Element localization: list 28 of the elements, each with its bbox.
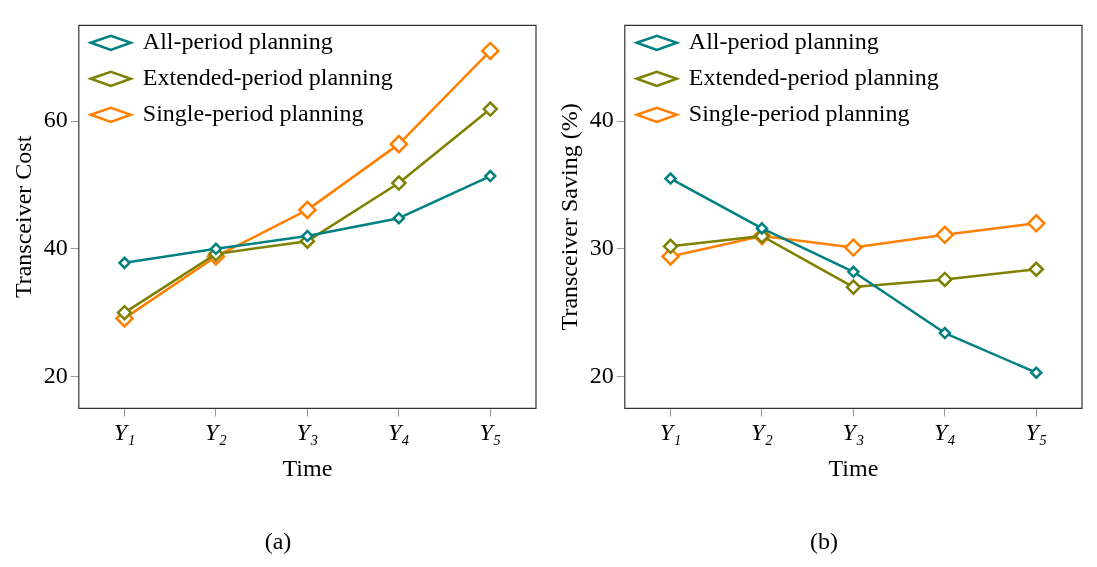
- x-tick-label: Y₅: [1025, 419, 1048, 446]
- x-tick-label: Y₄: [387, 419, 410, 446]
- x-tick-label: Y₂: [751, 419, 773, 446]
- text: (b): [809, 528, 839, 555]
- x-tick-label: Y₄: [933, 419, 956, 446]
- y-tick-label: 30: [589, 234, 614, 261]
- x-tick-label: Y₂: [205, 419, 227, 446]
- x-axis-title: Time: [282, 454, 333, 481]
- legend-label: Extended-period planning: [688, 64, 939, 91]
- legend-label: Extended-period planning: [142, 64, 393, 91]
- y-tick-label: 60: [43, 106, 68, 133]
- y-tick-label: 20: [43, 361, 68, 388]
- x-tick-label: Y₁: [113, 419, 136, 446]
- legend-label: All-period planning: [142, 28, 333, 55]
- y-axis-title: Transceiver Cost: [9, 135, 36, 299]
- x-axis-title: Time: [828, 454, 879, 481]
- x-tick-label: Y₃: [842, 419, 865, 446]
- y-tick-label: 40: [589, 106, 614, 133]
- legend-label: Single-period planning: [688, 100, 910, 127]
- x-tick-label: Y₅: [479, 419, 502, 446]
- y-tick-label: 20: [589, 361, 614, 388]
- y-axis-title: Transceiver Saving (%): [555, 103, 582, 331]
- x-tick-label: Y₁: [659, 419, 682, 446]
- y-tick-label: 40: [43, 234, 68, 261]
- text: (a): [263, 528, 293, 555]
- legend-label: Single-period planning: [142, 100, 364, 127]
- x-tick-label: Y₃: [296, 419, 319, 446]
- legend-label: All-period planning: [688, 28, 879, 55]
